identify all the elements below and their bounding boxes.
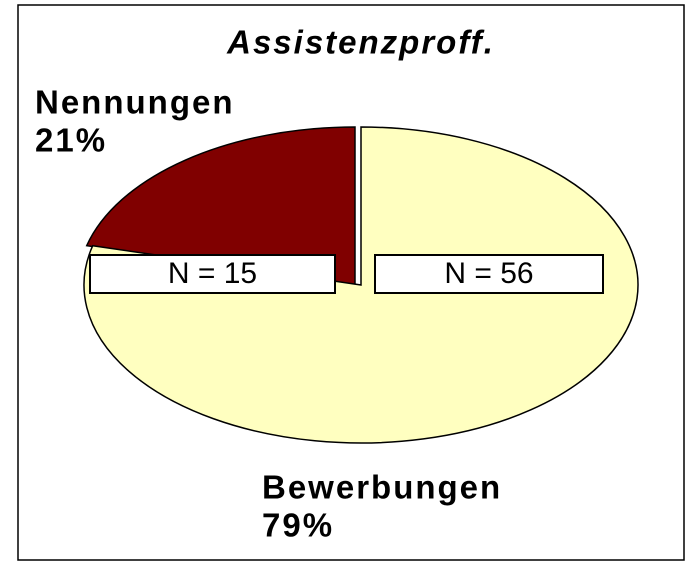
slice-label: Bewerbungen (262, 469, 502, 506)
annotation: N = 15 (168, 257, 257, 290)
slice-value-label: 79% (262, 507, 334, 544)
slice-label: Nennungen (35, 84, 234, 121)
annotation: N = 56 (444, 257, 533, 290)
slice-value-label: 21% (35, 122, 107, 159)
annotation-box (89, 254, 336, 294)
chart-title: Assistenzproff. (226, 24, 495, 61)
pie-slice (85, 126, 356, 286)
pie-slice (83, 126, 639, 444)
annotation-box (374, 254, 604, 294)
